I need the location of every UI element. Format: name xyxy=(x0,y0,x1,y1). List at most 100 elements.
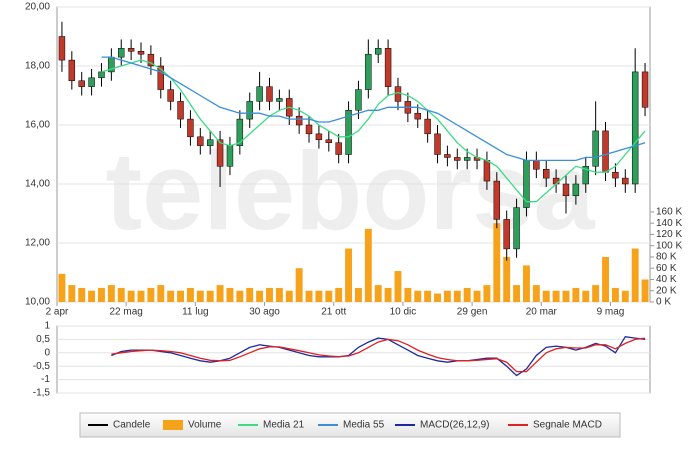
candle-body xyxy=(226,145,234,167)
candle-body xyxy=(58,36,66,61)
y2-tick-label: 60 K xyxy=(656,263,677,274)
volume-bar xyxy=(246,287,254,302)
legend-label: Candele xyxy=(113,420,151,431)
volume-bar xyxy=(493,223,501,302)
volume-bar xyxy=(562,290,570,302)
candle-body xyxy=(256,86,263,102)
x-tick-label: 30 ago xyxy=(249,307,280,318)
volume-bar xyxy=(552,290,560,302)
line-series xyxy=(111,335,646,377)
volume-bar xyxy=(414,290,422,302)
volume-bar xyxy=(167,290,175,302)
volume-bar xyxy=(117,287,125,302)
volume-bar xyxy=(354,287,362,302)
y-tick-label: -1,5 xyxy=(33,388,51,399)
candle-body xyxy=(236,118,244,146)
volume-bar xyxy=(631,248,639,302)
legend-box xyxy=(79,412,621,438)
candle-body xyxy=(562,183,570,197)
candle-body xyxy=(276,98,283,102)
y-tick-label: 18,00 xyxy=(25,61,50,72)
candle-body xyxy=(78,80,85,87)
volume-bar xyxy=(453,290,461,302)
candle-body xyxy=(572,183,580,197)
y2-tick-label: 80 K xyxy=(656,252,677,263)
candle-body xyxy=(68,59,76,81)
volume-bar xyxy=(295,268,303,302)
candle-body xyxy=(305,124,313,135)
candle-body xyxy=(206,139,214,146)
candle-body xyxy=(384,48,392,87)
volume-bar xyxy=(78,287,86,302)
candle-body xyxy=(98,71,105,79)
volume-bar xyxy=(503,256,511,302)
candle-body xyxy=(463,157,471,161)
volume-bar xyxy=(621,290,629,302)
candle-body xyxy=(513,207,520,250)
x-tick-label: 20 mar xyxy=(526,307,558,318)
candle-body xyxy=(197,136,204,146)
x-tick-label: 2 apr xyxy=(46,307,69,318)
x-tick-label: 11 lug xyxy=(182,307,209,318)
y-tick-label: 10,00 xyxy=(25,297,50,308)
volume-bar xyxy=(58,273,66,302)
candle-body xyxy=(266,86,273,102)
volume-bar xyxy=(582,290,590,302)
x-tick-label: 9 mag xyxy=(597,307,625,318)
y2-tick-label: 40 K xyxy=(656,274,677,285)
candle-body xyxy=(612,171,619,179)
candle-body xyxy=(325,139,333,143)
volume-bar xyxy=(157,285,165,302)
volume-bar xyxy=(226,287,234,302)
candle-body xyxy=(493,180,501,220)
y2-tick-label: 120 K xyxy=(656,229,682,240)
y2-tick-label: 0 K xyxy=(656,297,671,308)
volume-bar xyxy=(275,287,283,302)
volume-bar xyxy=(434,293,441,302)
candle-body xyxy=(533,160,540,170)
candle-body xyxy=(335,142,342,155)
volume-bar xyxy=(147,287,155,302)
y-tick-label: 1 xyxy=(44,321,50,332)
volume-bar xyxy=(266,287,273,302)
volume-bar xyxy=(88,290,96,302)
line-series xyxy=(111,337,646,373)
candle-body xyxy=(543,169,550,179)
volume-bar xyxy=(216,285,224,302)
volume-bar xyxy=(513,285,521,302)
volume-bar xyxy=(404,287,412,302)
candle-body xyxy=(434,133,441,155)
volume-bar xyxy=(364,228,372,302)
legend-label: Segnale MACD xyxy=(533,420,602,431)
candle-body xyxy=(137,51,145,55)
candle-body xyxy=(374,48,382,55)
volume-bar xyxy=(107,285,115,302)
volume-bar xyxy=(592,285,600,302)
volume-bar xyxy=(335,287,343,302)
volume-bar xyxy=(98,287,105,302)
y2-tick-label: 20 K xyxy=(656,285,677,296)
x-tick-label: 29 gen xyxy=(457,307,488,318)
volume-bar xyxy=(384,287,392,302)
volume-bar xyxy=(602,256,609,302)
candle-body xyxy=(592,130,599,167)
legend-label: Media 55 xyxy=(343,420,385,431)
candle-body xyxy=(552,177,560,185)
y2-tick-label: 160 K xyxy=(656,207,682,218)
volume-bar xyxy=(68,285,76,302)
volume-bar xyxy=(236,290,244,302)
candle-body xyxy=(246,101,253,120)
volume-bar xyxy=(542,290,550,302)
y-tick-label: 0 xyxy=(44,347,50,358)
main-plot-frame xyxy=(56,6,651,303)
volume-bar xyxy=(572,287,580,302)
x-tick-label: 22 mag xyxy=(110,307,143,318)
volume-bar xyxy=(483,285,491,302)
volume-bar xyxy=(177,290,185,302)
candle-body xyxy=(157,65,164,90)
volume-bar xyxy=(127,290,135,302)
candle-body xyxy=(483,160,491,182)
y2-tick-label: 140 K xyxy=(656,218,682,229)
x-tick-label: 10 dic xyxy=(390,307,417,318)
